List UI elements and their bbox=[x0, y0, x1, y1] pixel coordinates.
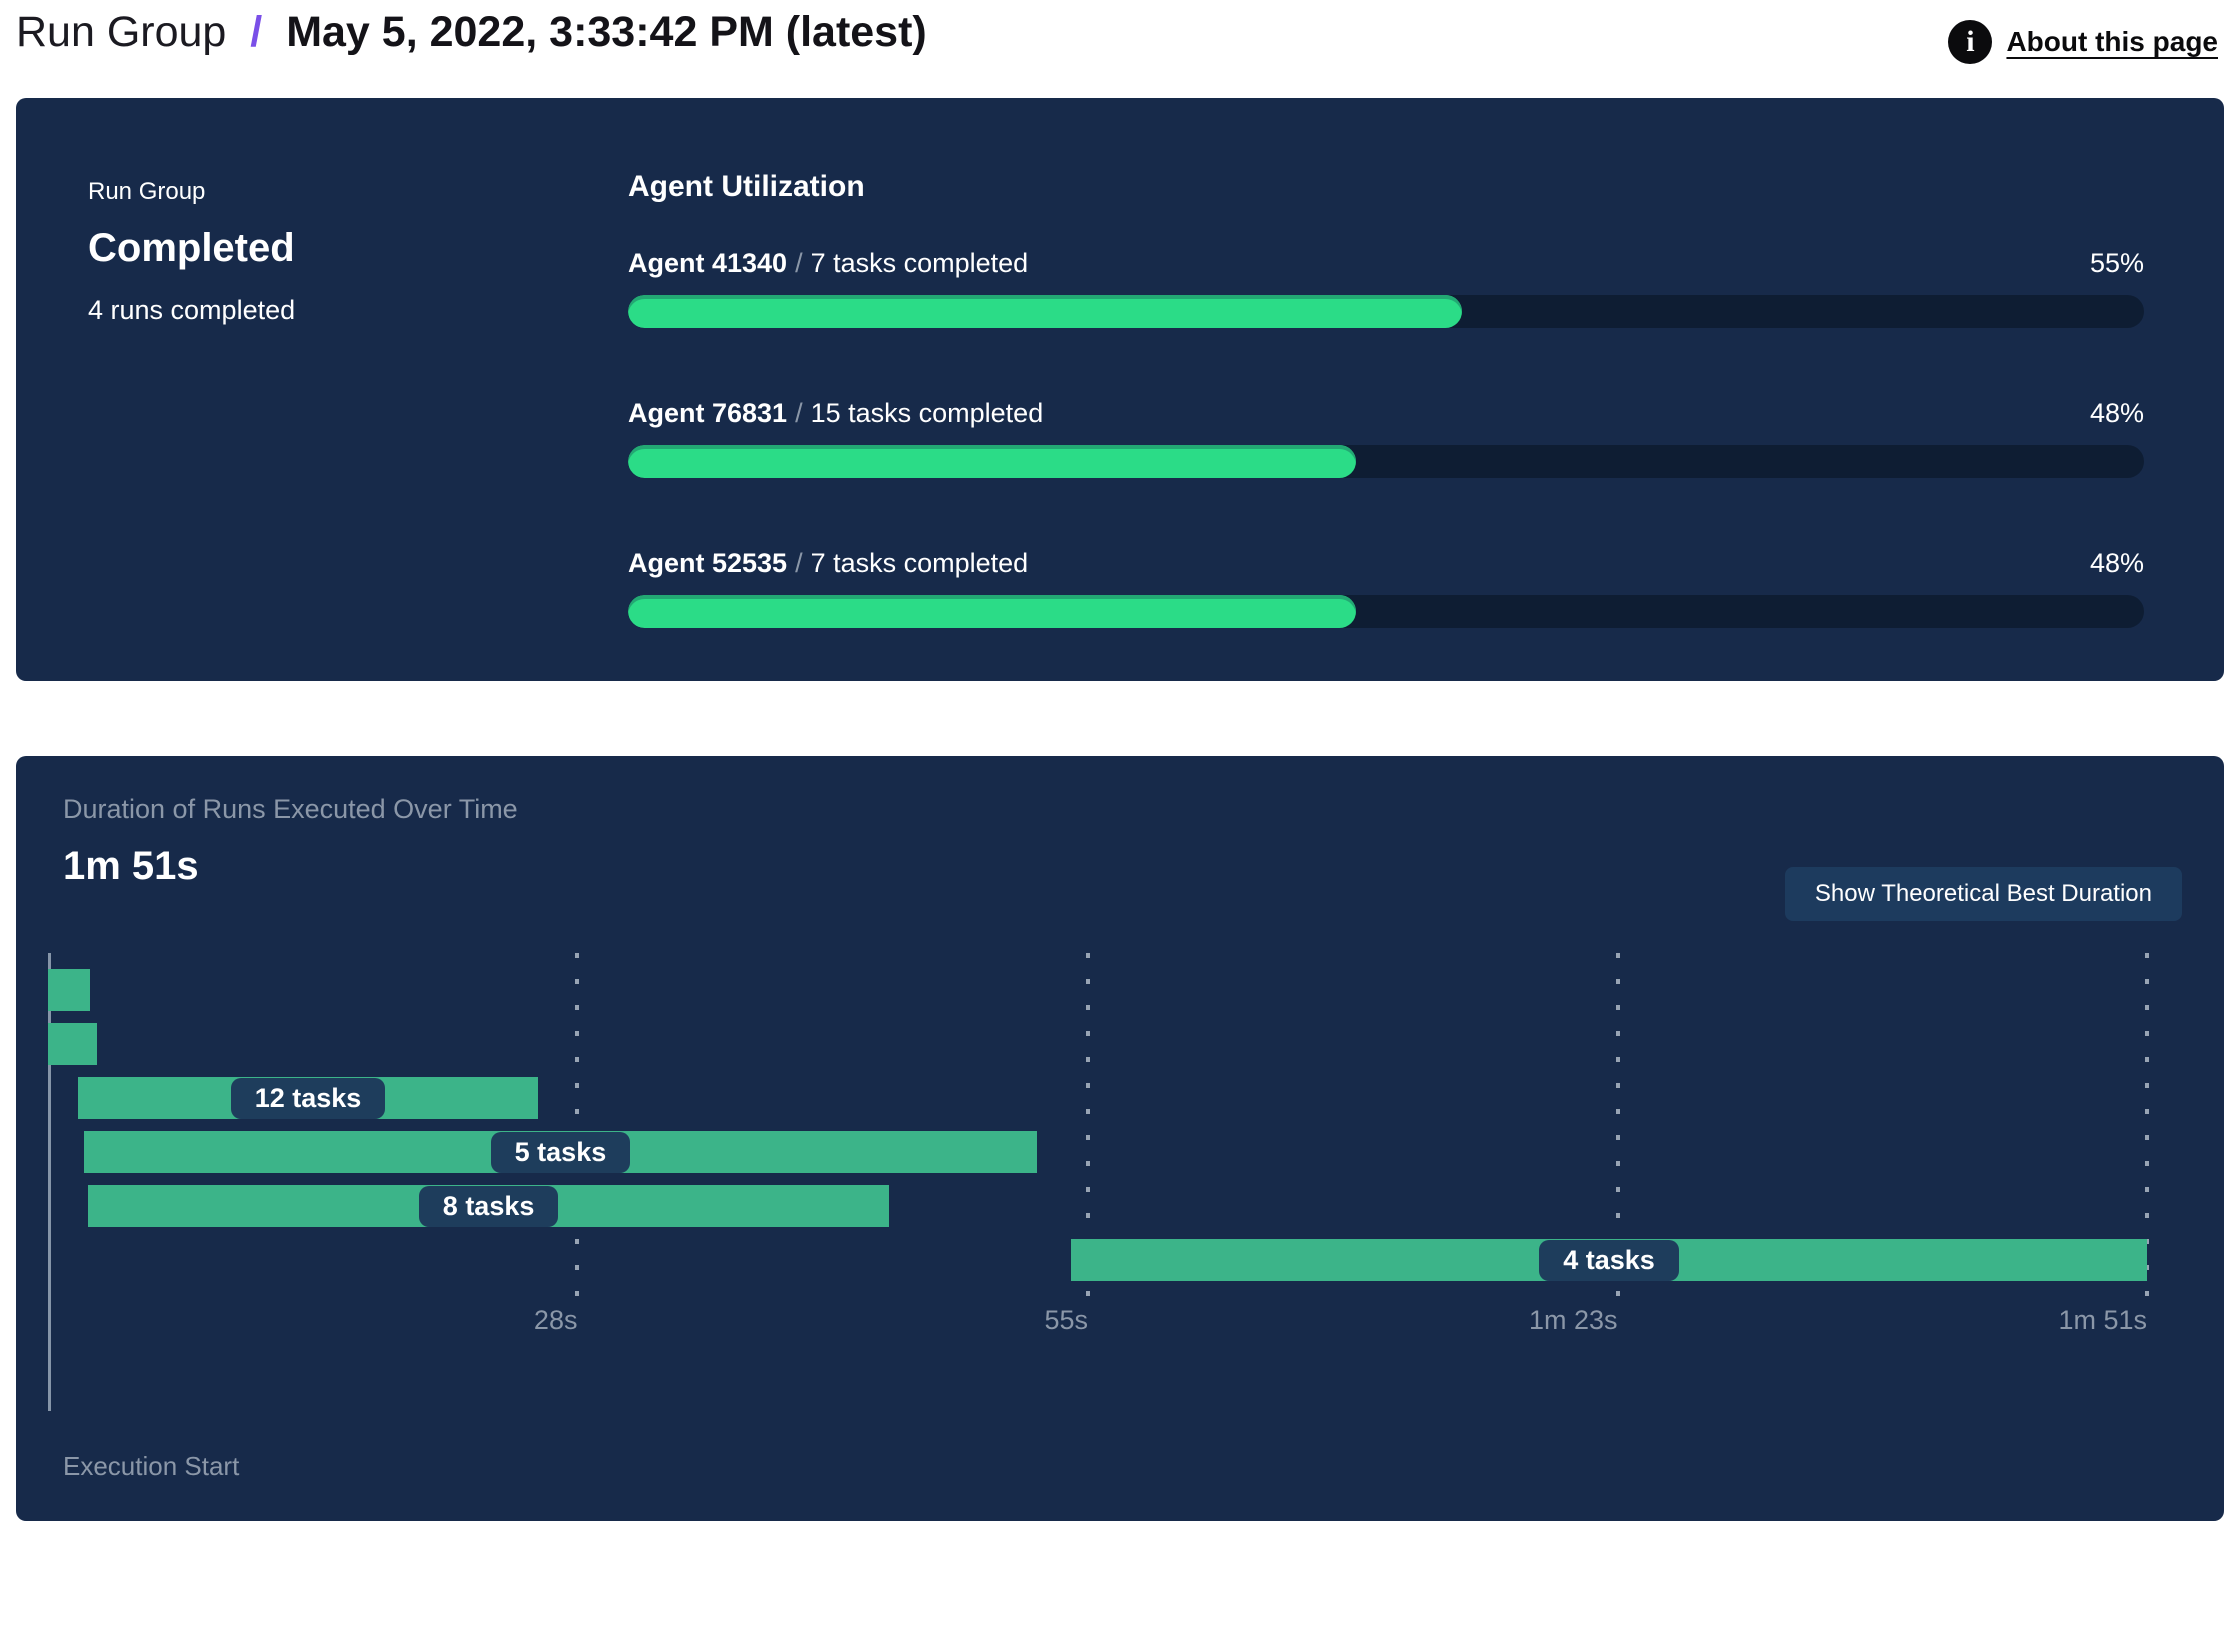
utilization-percent: 48% bbox=[2089, 398, 2144, 428]
agent-label: Agent 41340/7 tasks completed bbox=[628, 248, 1028, 279]
utilization-bar-fill bbox=[628, 595, 1356, 628]
axis-tick-label: 1m 51s bbox=[2058, 1305, 2147, 1335]
run-group-label: Run Group bbox=[88, 178, 206, 205]
agent-label: Agent 76831/15 tasks completed bbox=[628, 398, 1043, 429]
gridline bbox=[575, 953, 580, 1300]
task-count-badge: 5 tasks bbox=[490, 1131, 631, 1173]
utilization-bar-track bbox=[628, 595, 2144, 628]
agent-tasks-completed: 7 tasks completed bbox=[810, 548, 1029, 578]
show-theoretical-best-duration-button[interactable]: Show Theoretical Best Duration bbox=[1784, 867, 2182, 921]
gridline bbox=[2145, 953, 2149, 1300]
utilization-bar-fill bbox=[628, 295, 1462, 328]
agent-utilization-heading: Agent Utilization bbox=[628, 170, 865, 203]
breadcrumb: Run Group / May 5, 2022, 3:33:42 PM (lat… bbox=[16, 6, 927, 60]
execution-start-label: Execution Start bbox=[63, 1451, 240, 1481]
utilization-percent: 48% bbox=[2089, 548, 2144, 578]
gantt-run-bar: 5 tasks bbox=[83, 1131, 1037, 1173]
gantt-run-bar bbox=[48, 969, 90, 1011]
agent-utilization-section: Agent Utilization Agent 41340/7 tasks co… bbox=[628, 98, 2224, 681]
task-count-badge: 4 tasks bbox=[1539, 1239, 1679, 1281]
task-count-badge: 8 tasks bbox=[418, 1185, 559, 1227]
label-separator: / bbox=[795, 398, 803, 428]
agent-utilization-row: Agent 76831/15 tasks completed 48% bbox=[628, 398, 2144, 478]
label-separator: / bbox=[795, 248, 803, 278]
breadcrumb-run-group: Run Group bbox=[16, 8, 227, 56]
gantt-run-bar: 8 tasks bbox=[87, 1185, 890, 1227]
runs-completed-count: 4 runs completed bbox=[88, 295, 296, 325]
task-count-badge: 12 tasks bbox=[230, 1077, 386, 1119]
info-icon[interactable]: i bbox=[1948, 20, 1993, 64]
utilization-bar-fill bbox=[628, 445, 1356, 478]
status-badge: Completed bbox=[88, 226, 295, 270]
gantt-run-bar bbox=[48, 1023, 98, 1065]
agent-id: Agent 76831 bbox=[628, 398, 788, 428]
agent-id: Agent 52535 bbox=[628, 548, 788, 578]
agent-row-head: Agent 41340/7 tasks completed 55% bbox=[628, 248, 2144, 279]
axis-tick-label: 1m 23s bbox=[1528, 1305, 1618, 1335]
agent-label: Agent 52535/7 tasks completed bbox=[628, 548, 1028, 579]
about-this-page[interactable]: i About this page bbox=[1948, 20, 2218, 64]
agent-tasks-completed: 7 tasks completed bbox=[810, 248, 1029, 278]
agent-utilization-row: Agent 41340/7 tasks completed 55% bbox=[628, 248, 2144, 328]
label-separator: / bbox=[795, 548, 803, 578]
run-group-status-block: Run Group Completed 4 runs completed bbox=[16, 98, 628, 681]
utilization-bar-track bbox=[628, 295, 2144, 328]
gridline bbox=[1086, 953, 1091, 1300]
agent-row-head: Agent 52535/7 tasks completed 48% bbox=[628, 548, 2144, 579]
agent-utilization-row: Agent 52535/7 tasks completed 48% bbox=[628, 548, 2144, 628]
agent-tasks-completed: 15 tasks completed bbox=[810, 398, 1044, 428]
about-this-page-link[interactable]: About this page bbox=[2006, 26, 2218, 57]
gridline bbox=[1615, 953, 1620, 1300]
run-group-summary-panel: Run Group Completed 4 runs completed Age… bbox=[16, 98, 2224, 681]
gantt-run-bar: 12 tasks bbox=[78, 1077, 538, 1119]
gantt-chart: Execution Start 28s 55s 1m 23s 1m 51s 12 tas… bbox=[48, 953, 2149, 1483]
agent-id: Agent 41340 bbox=[628, 248, 788, 278]
agent-row-head: Agent 76831/15 tasks completed 48% bbox=[628, 398, 2144, 429]
axis-tick-label: 28s bbox=[533, 1305, 578, 1335]
axis-tick-label: 55s bbox=[1044, 1305, 1089, 1335]
duration-chart-title: Duration of Runs Executed Over Time bbox=[63, 794, 518, 824]
execution-start-axis-line bbox=[48, 953, 51, 1411]
utilization-percent: 55% bbox=[2089, 248, 2144, 278]
total-duration-value: 1m 51s bbox=[63, 844, 199, 888]
gantt-run-bar: 4 tasks bbox=[1071, 1239, 2147, 1281]
duration-panel: Duration of Runs Executed Over Time 1m 5… bbox=[16, 756, 2224, 1521]
page-header: Run Group / May 5, 2022, 3:33:42 PM (lat… bbox=[0, 0, 2240, 64]
page-title: May 5, 2022, 3:33:42 PM (latest) bbox=[286, 8, 927, 56]
utilization-bar-track bbox=[628, 445, 2144, 478]
breadcrumb-separator: / bbox=[250, 8, 263, 56]
